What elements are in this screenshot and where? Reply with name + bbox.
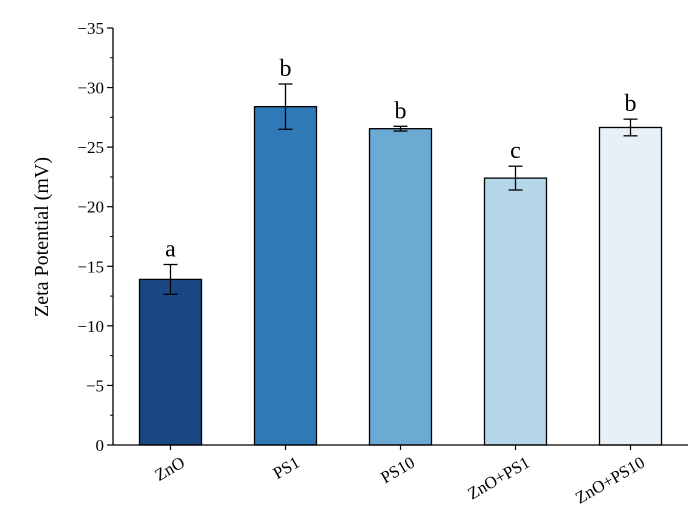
- y-axis-title: Zeta Potential (mV): [31, 157, 53, 317]
- y-tick-label: −35: [77, 19, 104, 38]
- y-tick-label: −15: [77, 257, 104, 276]
- y-tick-label: −10: [77, 317, 104, 336]
- bar-zno-ps10: [598, 126, 663, 446]
- x-tick-label: PS10: [377, 453, 418, 487]
- y-tick-label: −25: [77, 138, 104, 157]
- y-tick-label: −5: [86, 376, 104, 395]
- y-tick-label: 0: [96, 436, 105, 455]
- bar-ps10: [368, 128, 433, 446]
- significance-label: b: [625, 91, 637, 117]
- x-tick-label: PS1: [270, 453, 303, 483]
- plot-area: a ZnO b PS1 b PS10 c ZnO+PS1 b ZnO+PS10 0 −5 −10 −15 −…: [77, 19, 688, 508]
- x-tick-label: ZnO: [151, 453, 187, 485]
- significance-label: c: [510, 138, 521, 164]
- bar-zno-ps1: [483, 177, 548, 446]
- x-tick-label: ZnO+PS1: [464, 453, 533, 504]
- bar-zno: [138, 278, 203, 446]
- significance-label: b: [280, 56, 292, 82]
- x-tick-label: ZnO+PS10: [572, 453, 648, 508]
- y-tick-label: −20: [77, 198, 104, 217]
- significance-label: a: [165, 236, 176, 262]
- significance-label: b: [395, 98, 407, 124]
- y-tick-label: −30: [77, 79, 104, 98]
- bar-ps1: [253, 105, 318, 446]
